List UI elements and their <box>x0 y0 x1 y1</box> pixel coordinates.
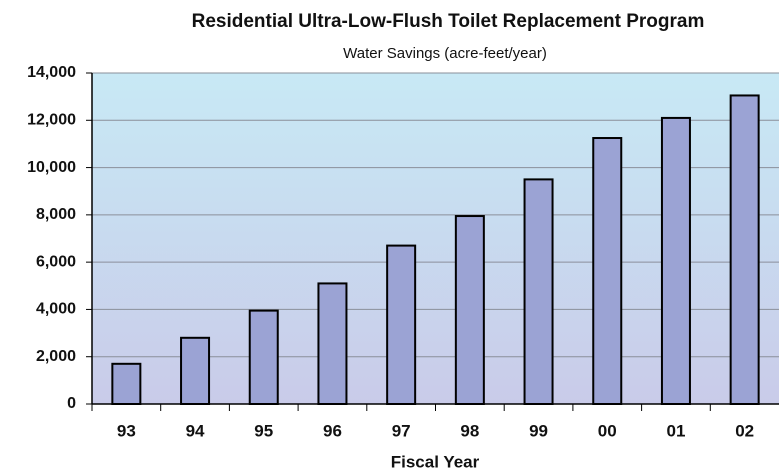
y-tick-label: 14,000 <box>27 64 76 81</box>
x-tick-label: 96 <box>323 421 342 440</box>
x-tick-label: 93 <box>117 421 136 440</box>
y-tick-label: 12,000 <box>27 112 76 129</box>
bar <box>248 309 279 405</box>
bar <box>660 116 691 406</box>
bar <box>111 362 142 405</box>
x-tick-label: 01 <box>666 421 685 440</box>
y-tick-label: 4,000 <box>36 301 76 318</box>
y-tick-label: 6,000 <box>36 253 76 270</box>
y-tick-label: 10,000 <box>27 159 76 176</box>
x-tick-label: 95 <box>254 421 273 440</box>
x-axis-label: Fiscal Year <box>391 452 480 471</box>
bar <box>180 336 211 405</box>
chart-title: Residential Ultra-Low-Flush Toilet Repla… <box>192 11 705 32</box>
y-tick-label: 8,000 <box>36 206 76 223</box>
bar <box>729 94 760 405</box>
y-tick-label: 2,000 <box>36 348 76 365</box>
chart-subtitle: Water Savings (acre-feet/year) <box>343 45 547 62</box>
bar <box>386 244 417 405</box>
bar <box>592 137 623 405</box>
bar <box>523 178 554 405</box>
bar <box>317 282 348 405</box>
bar <box>454 215 485 405</box>
x-tick-label: 02 <box>735 421 754 440</box>
x-tick-label: 00 <box>598 421 617 440</box>
x-tick-label: 94 <box>186 421 205 440</box>
x-tick-label: 97 <box>392 421 411 440</box>
x-tick-label: 99 <box>529 421 548 440</box>
x-tick-label: 98 <box>460 421 479 440</box>
y-tick-label: 0 <box>67 395 76 412</box>
